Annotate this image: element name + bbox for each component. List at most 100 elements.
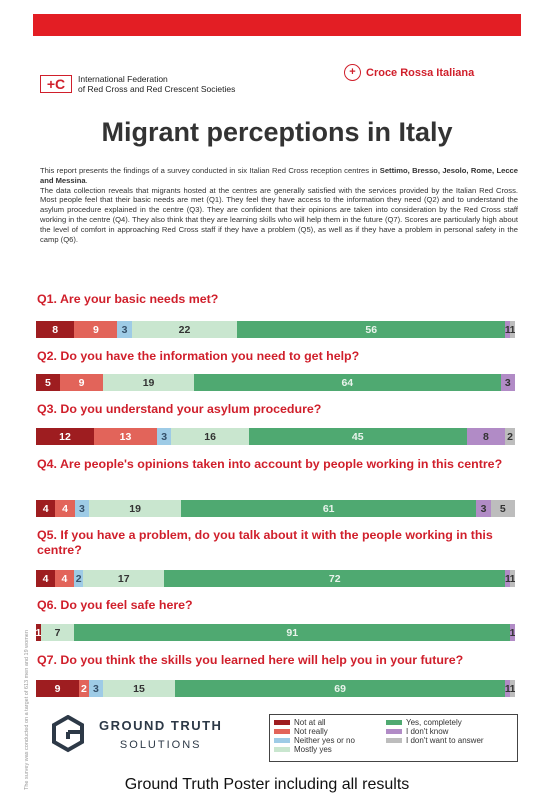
bar-segment-neither: 3	[88, 680, 104, 697]
legend-item-dont-know: I don't know	[386, 727, 448, 736]
legend-swatch	[274, 738, 290, 743]
ground-truth-solutions-logo: GROUND TRUTH SOLUTIONS	[51, 715, 222, 753]
ifrc-logo: +C International Federation of Red Cross…	[40, 74, 235, 94]
legend: Not at all Not really Neither yes or no …	[269, 714, 518, 762]
bar-segment-dont-want: 1	[510, 570, 515, 587]
figure-caption: Ground Truth Poster including all result…	[124, 776, 410, 793]
bar-segment-dont-want: 1	[510, 680, 515, 697]
bar-segment-neither: 3	[117, 321, 132, 338]
bar-segment-dont-know: 1	[505, 680, 511, 697]
bar-segment-yes-completely: 69	[174, 680, 506, 697]
bar-segment-yes-completely: 91	[74, 624, 511, 641]
survey-sample-note: The survey was conducted on a target of …	[24, 630, 30, 790]
legend-item-dont-want: I don't want to answer	[386, 736, 484, 745]
bar-segment-not-at-all: 9	[36, 680, 80, 697]
ifrc-logo-text: International Federation of Red Cross an…	[78, 74, 235, 94]
bar-segment-dont-know: 3	[500, 374, 515, 391]
legend-swatch	[386, 720, 402, 725]
question-3-label: Q3. Do you understand your asylum proced…	[37, 402, 322, 416]
bar-segment-not-at-all: 12	[36, 428, 95, 445]
question-5-label: Q5. If you have a problem, do you talk a…	[37, 528, 493, 557]
gts-name-line2: SOLUTIONS	[119, 738, 202, 751]
bar-segment-not-really: 13	[94, 428, 157, 445]
bar-segment-not-really: 4	[54, 570, 74, 587]
legend-item-mostly-yes: Mostly yes	[274, 745, 332, 754]
gts-name-line1: GROUND TRUTH	[99, 717, 223, 733]
bar-segment-not-at-all: 5	[36, 374, 60, 391]
legend-label: Neither yes or no	[294, 736, 355, 745]
question-6-bar: 1 7 91 1	[36, 624, 515, 641]
legend-swatch	[386, 738, 402, 743]
bar-segment-dont-know: 3	[476, 500, 491, 517]
legend-item-not-at-all: Not at all	[274, 718, 326, 727]
bar-segment-yes-completely: 64	[194, 374, 501, 391]
legend-swatch	[274, 747, 290, 752]
intro-p1-end: .	[85, 175, 88, 185]
poster-page	[33, 36, 521, 773]
bar-segment-dont-want: 2	[505, 428, 515, 445]
bar-segment-mostly-yes: 15	[103, 680, 175, 697]
bar-segment-neither: 3	[156, 428, 172, 445]
legend-label: I don't want to answer	[406, 736, 484, 745]
bar-segment-dont-want: 1	[510, 321, 515, 338]
legend-label: I don't know	[406, 727, 449, 736]
bar-segment-not-really: 4	[55, 500, 75, 517]
bar-segment-not-at-all: 8	[36, 321, 75, 338]
ifrc-line2: of Red Cross and Red Crescent Societies	[78, 84, 236, 94]
cri-logo-text: Croce Rossa Italiana	[366, 66, 475, 79]
legend-label: Not at all	[294, 718, 326, 727]
ifrc-line1: International Federation	[78, 74, 168, 84]
bar-segment-yes-completely: 56	[237, 321, 506, 338]
bar-segment-not-really: 9	[74, 321, 118, 338]
question-7-label: Q7. Do you think the skills you learned …	[37, 653, 464, 667]
legend-item-neither: Neither yes or no	[274, 736, 355, 745]
bar-segment-dont-know: 1	[510, 624, 515, 641]
legend-label: Mostly yes	[294, 745, 332, 754]
bar-segment-mostly-yes: 19	[103, 374, 195, 391]
legend-item-yes-completely: Yes, completely	[386, 718, 462, 727]
bar-segment-yes-completely: 61	[181, 500, 477, 517]
bar-segment-mostly-yes: 17	[83, 570, 165, 587]
question-2-bar: 5 9 19 64 3	[36, 374, 515, 391]
legend-swatch	[386, 729, 402, 734]
bar-segment-dont-know: 8	[466, 428, 506, 445]
question-5-bar: 4 4 2 17 72 1 1	[36, 570, 515, 587]
question-2-label: Q2. Do you have the information you need…	[37, 349, 360, 363]
bar-segment-neither: 3	[74, 500, 90, 517]
bar-segment-not-at-all: 1	[36, 624, 41, 641]
bar-segment-yes-completely: 45	[248, 428, 467, 445]
bar-segment-dont-know: 1	[505, 570, 511, 587]
question-6-label: Q6. Do you feel safe here?	[37, 598, 193, 612]
red-cross-crescent-icon: +C	[40, 75, 72, 93]
bar-segment-mostly-yes: 19	[89, 500, 182, 517]
bar-segment-yes-completely: 72	[164, 570, 506, 587]
bar-segment-not-really: 9	[59, 374, 104, 391]
question-7-bar: 9 2 3 15 69 1 1	[36, 680, 515, 697]
bar-segment-not-at-all: 4	[36, 570, 55, 587]
legend-swatch	[274, 720, 290, 725]
bar-segment-mostly-yes: 22	[131, 321, 238, 338]
header-red-band	[33, 14, 521, 36]
legend-swatch	[274, 729, 290, 734]
question-4-label: Q4. Are people's opinions taken into acc…	[37, 457, 503, 471]
red-cross-emblem-icon: +	[344, 64, 361, 81]
legend-item-not-really: Not really	[274, 727, 328, 736]
intro-paragraph-2: The data collection reveals that migrant…	[40, 185, 518, 244]
hexagon-g-icon	[52, 715, 84, 753]
page-title: Migrant perceptions in Italy	[101, 117, 453, 147]
bar-segment-neither: 2	[73, 570, 84, 587]
question-3-bar: 12 13 3 16 45 8 2	[36, 428, 515, 445]
bar-segment-dont-want: 5	[490, 500, 515, 517]
bar-segment-mostly-yes: 7	[40, 624, 75, 641]
legend-label: Yes, completely	[406, 718, 462, 727]
bar-segment-not-at-all: 4	[36, 500, 56, 517]
bar-segment-dont-know: 1	[505, 321, 511, 338]
intro-p1-start: This report presents the findings of a s…	[40, 166, 380, 175]
question-1-bar: 8 9 3 22 56 1 1	[36, 321, 515, 338]
legend-label: Not really	[294, 727, 328, 736]
cri-logo: + Croce Rossa Italiana	[344, 64, 474, 81]
question-1-label: Q1. Are your basic needs met?	[37, 292, 219, 306]
bar-segment-not-really: 2	[79, 680, 89, 697]
question-4-bar: 4 4 3 19 61 3 5	[36, 500, 515, 517]
intro-text: This report presents the findings of a s…	[40, 166, 518, 244]
